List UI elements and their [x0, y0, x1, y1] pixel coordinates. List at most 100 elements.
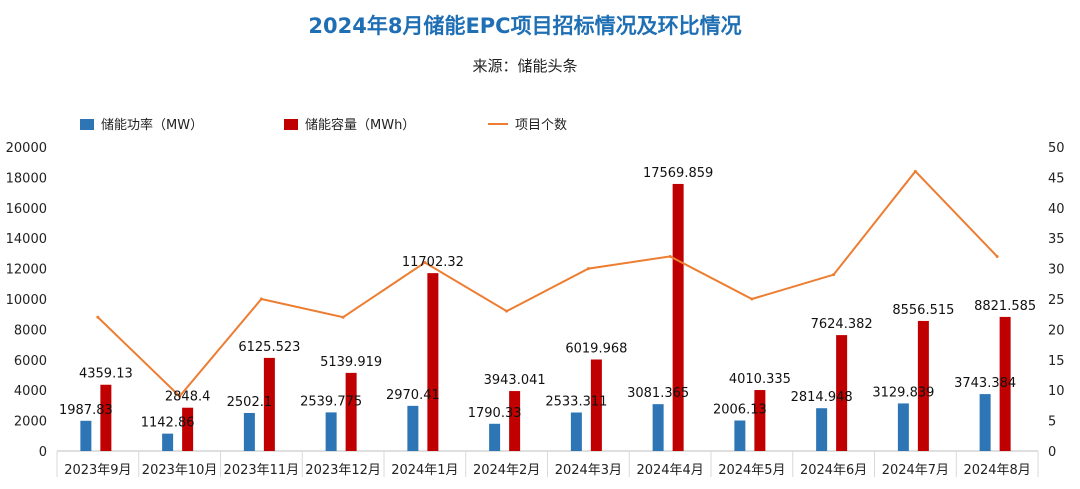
power-bar — [80, 420, 92, 451]
power-bar — [816, 408, 828, 451]
capacity-bar — [836, 335, 848, 451]
y-right-tick-label: 40 — [1048, 202, 1065, 217]
capacity-bar — [754, 390, 766, 451]
power-data-label: 2539.775 — [300, 394, 362, 409]
legend-label: 项目个数 — [515, 118, 567, 133]
y-right-tick-label: 0 — [1048, 445, 1056, 460]
power-data-label: 1142.86 — [141, 416, 195, 431]
x-tick-label: 2023年11月 — [224, 463, 300, 478]
y-right-tick-label: 35 — [1048, 232, 1065, 247]
y-left-tick-label: 18000 — [6, 171, 47, 186]
x-tick-label: 2024年2月 — [473, 463, 540, 478]
chart-subtitle: 来源：储能头条 — [472, 57, 577, 75]
power-data-label: 1790.33 — [468, 406, 522, 421]
power-bar — [162, 433, 174, 451]
y-left-tick-label: 4000 — [14, 384, 47, 399]
legend-label: 储能容量（MWh） — [305, 117, 415, 133]
project-count-point — [832, 273, 836, 277]
chart-title: 2024年8月储能EPC项目招标情况及环比情况 — [308, 14, 741, 38]
capacity-bar — [509, 391, 521, 451]
capacity-bar — [590, 359, 602, 451]
capacity-data-label: 8556.515 — [892, 303, 954, 318]
capacity-bar — [345, 372, 357, 451]
project-count-point — [96, 315, 100, 319]
capacity-data-label: 7624.382 — [811, 317, 873, 332]
capacity-data-label: 5139.919 — [320, 355, 382, 370]
project-count-point — [341, 315, 345, 319]
power-bar — [734, 420, 746, 451]
capacity-bar — [999, 316, 1011, 451]
x-tick-label: 2024年7月 — [882, 463, 949, 478]
capacity-bar — [182, 407, 194, 451]
capacity-bar — [263, 357, 275, 451]
y-left-tick-label: 12000 — [6, 263, 47, 278]
capacity-data-label: 11702.32 — [402, 255, 464, 270]
y-right-tick-label: 30 — [1048, 263, 1065, 278]
project-count-point — [750, 297, 754, 301]
x-tick-label: 2023年9月 — [64, 463, 131, 478]
legend: 储能功率（MW） 储能容量（MWh） 项目个数 — [80, 117, 567, 133]
power-data-label: 3129.839 — [872, 385, 934, 400]
y-left-tick-label: 0 — [39, 445, 47, 460]
project-count-point — [259, 297, 263, 301]
y-right-tick-label: 50 — [1048, 141, 1065, 156]
x-tick-label: 2023年10月 — [142, 463, 218, 478]
capacity-bar — [672, 183, 684, 451]
power-data-label: 2006.13 — [713, 403, 767, 418]
power-data-label: 2533.311 — [545, 394, 607, 409]
x-tick-label: 2024年6月 — [800, 463, 867, 478]
y-left-tick-label: 2000 — [14, 415, 47, 430]
power-bar — [489, 423, 501, 451]
y-left-tick-label: 6000 — [14, 354, 47, 369]
power-bar — [897, 403, 909, 451]
x-tick-label: 2024年4月 — [636, 463, 703, 478]
project-count-point — [913, 169, 917, 173]
capacity-data-label: 6019.968 — [565, 341, 627, 356]
x-tick-label: 2024年3月 — [555, 463, 622, 478]
x-tick-label: 2024年8月 — [963, 463, 1030, 478]
x-tick-label: 2024年5月 — [718, 463, 785, 478]
y-right-tick-label: 45 — [1048, 171, 1065, 186]
power-data-label: 2502.1 — [227, 395, 273, 410]
legend-power-swatch — [80, 119, 94, 130]
power-bar — [979, 394, 991, 451]
capacity-bar — [427, 273, 439, 451]
plot-area: 1987.83 1142.86 2502.1 2539.775 2970.41 1790.… — [59, 166, 1036, 451]
project-count-point — [995, 254, 999, 258]
project-count-line — [97, 169, 998, 398]
x-tick-label: 2024年1月 — [391, 463, 458, 478]
project-count-point — [505, 309, 509, 313]
capacity-data-label: 6125.523 — [238, 340, 300, 355]
power-bar — [652, 404, 664, 451]
y-left-tick-label: 10000 — [6, 293, 47, 308]
power-bar — [243, 412, 255, 451]
y-right-tick-label: 5 — [1048, 415, 1056, 430]
project-count-point — [423, 261, 427, 265]
capacity-data-label: 4010.335 — [729, 372, 791, 387]
y-left-tick-label: 14000 — [6, 232, 47, 247]
power-bar — [407, 405, 419, 451]
capacity-data-label: 17569.859 — [643, 166, 713, 181]
power-data-label: 1987.83 — [59, 403, 113, 418]
y-right-tick-label: 25 — [1048, 293, 1065, 308]
project-count-point — [668, 254, 672, 258]
y-left-tick-label: 8000 — [14, 323, 47, 338]
capacity-bar — [917, 320, 929, 451]
power-data-label: 2970.41 — [386, 388, 440, 403]
power-data-label: 3743.384 — [954, 376, 1016, 391]
power-bar — [570, 412, 582, 451]
capacity-data-label: 8821.585 — [974, 299, 1036, 314]
capacity-data-label: 2848.4 — [165, 390, 211, 405]
legend-label: 储能功率（MW） — [101, 117, 203, 133]
project-count-point — [586, 267, 590, 271]
power-bar — [325, 412, 337, 451]
y-right-tick-label: 10 — [1048, 384, 1065, 399]
capacity-bar — [100, 384, 112, 451]
capacity-data-label: 4359.13 — [79, 367, 133, 382]
axes: 0 2000 4000 6000 8000 10000 12000 14000 16000 180… — [6, 141, 1065, 478]
y-right-tick-label: 15 — [1048, 354, 1065, 369]
power-data-label: 3081.365 — [627, 386, 689, 401]
y-right-tick-label: 20 — [1048, 323, 1065, 338]
capacity-data-label: 3943.041 — [484, 373, 546, 388]
